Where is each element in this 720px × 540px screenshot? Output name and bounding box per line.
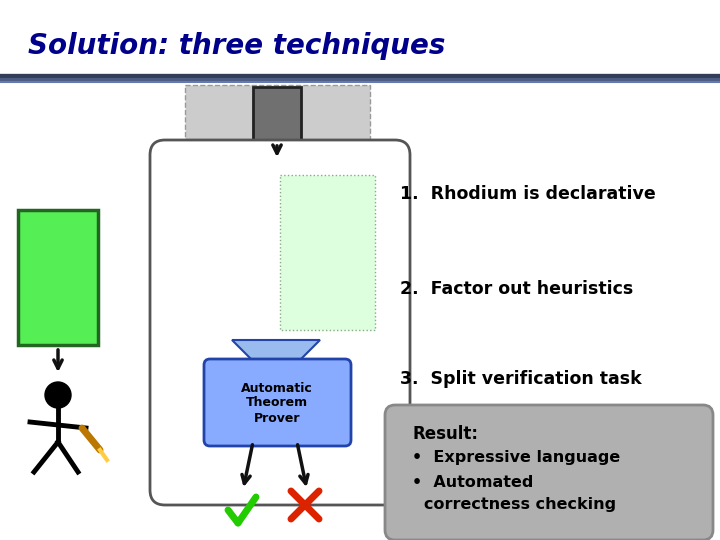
- FancyBboxPatch shape: [150, 140, 410, 505]
- Bar: [253, 87, 301, 141]
- Text: Solution: three techniques: Solution: three techniques: [28, 32, 446, 60]
- Bar: [280, 175, 375, 330]
- Text: Result:: Result:: [412, 425, 478, 443]
- Bar: [185, 85, 370, 143]
- Text: correctness checking: correctness checking: [424, 497, 616, 512]
- Circle shape: [45, 382, 71, 408]
- Text: 1.  Rhodium is declarative: 1. Rhodium is declarative: [400, 185, 656, 203]
- Text: •  Expressive language: • Expressive language: [412, 450, 620, 465]
- Text: •  Automated: • Automated: [412, 475, 534, 490]
- Polygon shape: [232, 340, 320, 365]
- Bar: [18, 210, 98, 345]
- FancyBboxPatch shape: [385, 405, 713, 540]
- Text: 2.  Factor out heuristics: 2. Factor out heuristics: [400, 280, 634, 298]
- Text: Automatic
Theorem
Prover: Automatic Theorem Prover: [241, 381, 313, 424]
- Text: 3.  Split verification task: 3. Split verification task: [400, 370, 642, 388]
- FancyBboxPatch shape: [204, 359, 351, 446]
